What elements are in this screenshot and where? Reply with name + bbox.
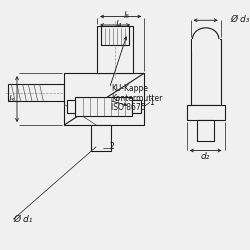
Bar xyxy=(192,39,220,52)
Bar xyxy=(90,125,111,152)
Bar xyxy=(76,97,132,116)
Text: 1: 1 xyxy=(150,98,154,107)
Text: ISO 8675: ISO 8675 xyxy=(111,102,146,112)
Text: Ø d₃: Ø d₃ xyxy=(230,15,250,24)
Bar xyxy=(97,26,133,73)
Bar xyxy=(101,26,129,45)
Text: 2: 2 xyxy=(110,142,115,151)
Bar xyxy=(197,120,214,141)
Bar xyxy=(132,100,140,113)
Text: l₅: l₅ xyxy=(123,11,130,20)
Text: KU-Kappe: KU-Kappe xyxy=(111,84,148,93)
Bar xyxy=(67,100,76,113)
Text: Kontermutter: Kontermutter xyxy=(111,94,163,103)
Text: Ø d₁: Ø d₁ xyxy=(13,215,32,224)
Bar xyxy=(190,39,221,105)
Bar xyxy=(187,105,224,120)
Bar xyxy=(64,73,144,125)
Text: l₄: l₄ xyxy=(116,20,122,28)
Bar xyxy=(8,84,64,101)
Ellipse shape xyxy=(192,28,219,50)
Text: d₂: d₂ xyxy=(201,152,210,161)
Text: l₃: l₃ xyxy=(8,94,14,104)
